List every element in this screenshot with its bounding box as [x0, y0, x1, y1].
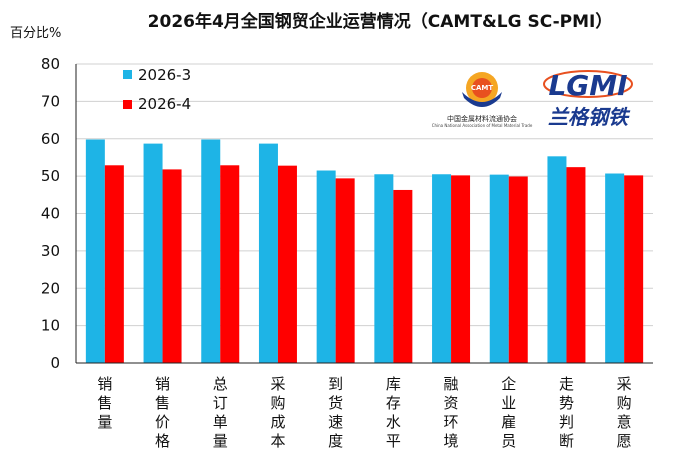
bar-2026-3-总订单量 — [201, 139, 221, 363]
bar-2026-4-到货速度 — [335, 178, 355, 363]
camt-caption-cn: 中国金属材料流通协会 — [447, 114, 517, 123]
bar-2026-4-销售价格 — [162, 169, 182, 363]
y-axis-ticks: 0 10 20 30 40 50 60 70 80 — [41, 55, 60, 372]
lgmi-mark: LGMI — [548, 69, 627, 102]
bar-2026-3-销售价格 — [143, 143, 163, 363]
bar-2026-4-库存水平 — [393, 189, 413, 363]
axes — [75, 64, 653, 364]
y-tick-label: 30 — [41, 242, 60, 260]
y-tick-label: 50 — [41, 167, 60, 185]
x-category-label: 企业雇员 — [501, 375, 516, 450]
x-category-label: 采购成本 — [270, 375, 285, 450]
x-category-label: 采购意愿 — [617, 375, 632, 450]
camt-logo: CAMT 中国金属材料流通协会 China National Associati… — [432, 72, 533, 128]
bar-2026-4-企业雇员 — [508, 176, 528, 363]
legend-label-2026-4: 2026-4 — [138, 95, 191, 113]
x-category-label: 销售量 — [97, 375, 112, 431]
legend: 2026-3 2026-4 — [123, 66, 191, 113]
y-tick-label: 60 — [41, 130, 60, 148]
bar-2026-3-融资环境 — [432, 174, 452, 363]
x-category-label: 融资环境 — [444, 375, 459, 450]
bar-2026-4-采购意愿 — [624, 175, 644, 363]
bar-2026-4-总订单量 — [220, 165, 240, 363]
y-tick-label: 0 — [50, 354, 60, 372]
y-tick-label: 40 — [41, 205, 60, 223]
x-category-label: 总订单量 — [213, 375, 228, 450]
x-category-label: 到货速度 — [328, 375, 343, 450]
bar-2026-3-到货速度 — [316, 170, 336, 363]
y-tick-label: 80 — [41, 55, 60, 73]
chart-title: 2026年4月全国钢贸企业运营情况（CAMT&LG SC-PMI） — [148, 11, 613, 32]
bar-2026-4-销售量 — [104, 165, 124, 363]
x-category-label: 走势判断 — [559, 375, 574, 450]
bar-2026-3-采购成本 — [258, 143, 278, 363]
bar-2026-3-库存水平 — [374, 174, 394, 363]
bar-2026-3-走势判断 — [547, 156, 567, 363]
legend-swatch-2026-4 — [123, 100, 132, 109]
bar-2026-4-走势判断 — [566, 167, 586, 363]
bar-2026-3-企业雇员 — [489, 174, 509, 363]
camt-badge-text: CAMT — [471, 84, 494, 92]
legend-label-2026-3: 2026-3 — [138, 66, 191, 84]
y-tick-label: 20 — [41, 279, 60, 297]
y-axis-unit-label: 百分比% — [10, 26, 61, 41]
bar-2026-3-销售量 — [85, 139, 105, 363]
y-tick-label: 70 — [41, 92, 60, 110]
x-category-label: 销售价格 — [155, 375, 170, 450]
x-category-label: 库存水平 — [386, 375, 401, 450]
lgmi-logo: LGMI 兰格钢铁 — [543, 69, 633, 129]
bar-2026-4-融资环境 — [451, 175, 471, 363]
x-axis-categories: 销售量 销售价格 总订单量 采购成本 到货速度 库存水平 融资环境 企业雇员 走势判断 采购意愿 — [97, 375, 631, 450]
bar-2026-3-采购意愿 — [605, 173, 625, 363]
y-tick-label: 10 — [41, 317, 60, 335]
camt-sunburst-icon — [462, 72, 502, 107]
camt-caption-en: China National Association of Metal Mate… — [432, 123, 533, 128]
bar-2026-4-采购成本 — [277, 165, 297, 363]
bars — [85, 139, 644, 363]
legend-swatch-2026-3 — [123, 70, 132, 79]
lgmi-cn-text: 兰格钢铁 — [548, 105, 631, 129]
